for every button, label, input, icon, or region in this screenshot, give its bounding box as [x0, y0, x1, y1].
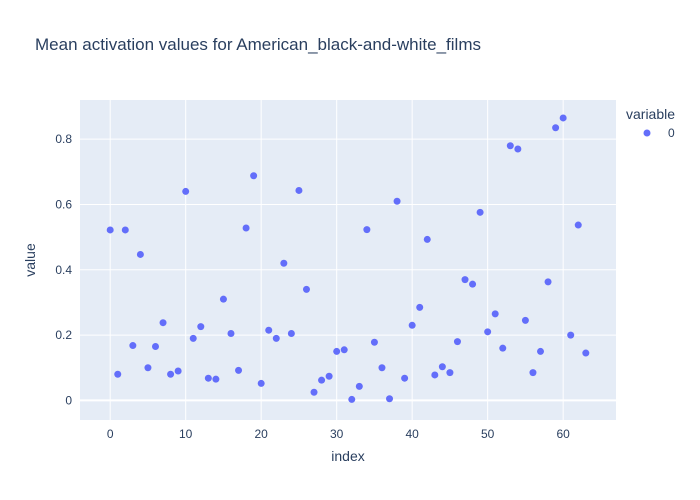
- data-point[interactable]: [257, 379, 265, 387]
- data-point[interactable]: [416, 303, 424, 311]
- data-point[interactable]: [136, 250, 144, 258]
- plot-area: [80, 100, 616, 420]
- data-point[interactable]: [302, 285, 310, 293]
- legend-title: variable: [626, 106, 675, 122]
- x-tick-label: 10: [179, 427, 193, 441]
- data-point[interactable]: [280, 259, 288, 267]
- x-tick-labels: 0 10 20 30 40 50 60: [107, 427, 570, 441]
- data-point[interactable]: [438, 363, 446, 371]
- data-point[interactable]: [370, 338, 378, 346]
- data-point[interactable]: [114, 370, 122, 378]
- x-tick-label: 20: [255, 427, 269, 441]
- data-point[interactable]: [378, 364, 386, 372]
- legend-marker: [643, 129, 651, 137]
- data-point[interactable]: [484, 328, 492, 336]
- x-tick-label: 30: [330, 427, 344, 441]
- y-tick-label: 0: [65, 393, 72, 407]
- x-tick-label: 50: [481, 427, 495, 441]
- data-point[interactable]: [355, 382, 363, 390]
- data-point[interactable]: [582, 349, 590, 357]
- data-point[interactable]: [461, 276, 469, 284]
- data-point[interactable]: [250, 172, 258, 180]
- data-point[interactable]: [106, 226, 114, 234]
- data-point[interactable]: [393, 197, 401, 205]
- data-point[interactable]: [431, 371, 439, 379]
- data-point[interactable]: [182, 187, 190, 195]
- y-tick-label: 0.6: [55, 197, 72, 211]
- data-point[interactable]: [491, 310, 499, 318]
- data-point[interactable]: [235, 366, 243, 374]
- data-point[interactable]: [552, 124, 560, 132]
- data-point[interactable]: [295, 186, 303, 194]
- data-points: [106, 114, 590, 403]
- data-point[interactable]: [559, 114, 567, 122]
- y-tick-label: 0.4: [55, 263, 72, 277]
- legend-item-label[interactable]: 0: [668, 126, 675, 140]
- data-point[interactable]: [287, 329, 295, 337]
- data-point[interactable]: [204, 374, 212, 382]
- data-point[interactable]: [529, 369, 537, 377]
- data-point[interactable]: [423, 235, 431, 243]
- data-point[interactable]: [446, 369, 454, 377]
- x-axis-title: index: [331, 448, 364, 464]
- x-tick-label: 40: [405, 427, 419, 441]
- y-tick-label: 0.2: [55, 328, 72, 342]
- gridlines: [80, 100, 616, 420]
- data-point[interactable]: [348, 395, 356, 403]
- data-point[interactable]: [167, 370, 175, 378]
- data-point[interactable]: [272, 334, 280, 342]
- data-point[interactable]: [310, 388, 318, 396]
- data-point[interactable]: [363, 226, 371, 234]
- data-point[interactable]: [401, 374, 409, 382]
- data-point[interactable]: [129, 342, 137, 350]
- data-point[interactable]: [453, 338, 461, 346]
- x-tick-label: 60: [556, 427, 570, 441]
- data-point[interactable]: [189, 334, 197, 342]
- y-tick-label: 0.8: [55, 132, 72, 146]
- data-point[interactable]: [265, 326, 273, 334]
- chart-title: Mean activation values for American_blac…: [35, 35, 481, 54]
- data-point[interactable]: [219, 295, 227, 303]
- x-tick-label: 0: [107, 427, 114, 441]
- data-point[interactable]: [469, 280, 477, 288]
- data-point[interactable]: [340, 346, 348, 354]
- data-point[interactable]: [386, 395, 394, 403]
- data-point[interactable]: [174, 367, 182, 375]
- data-point[interactable]: [476, 208, 484, 216]
- data-point[interactable]: [506, 142, 514, 150]
- y-axis-title: value: [22, 243, 38, 277]
- data-point[interactable]: [333, 347, 341, 355]
- data-point[interactable]: [212, 375, 220, 383]
- data-point[interactable]: [121, 226, 129, 234]
- data-point[interactable]: [499, 344, 507, 352]
- data-point[interactable]: [537, 347, 545, 355]
- data-point[interactable]: [514, 145, 522, 153]
- data-point[interactable]: [227, 329, 235, 337]
- data-point[interactable]: [325, 372, 333, 380]
- data-point[interactable]: [242, 224, 250, 232]
- data-point[interactable]: [159, 319, 167, 327]
- legend: variable 0: [626, 106, 675, 140]
- data-point[interactable]: [544, 278, 552, 286]
- data-point[interactable]: [197, 323, 205, 331]
- y-tick-labels: 0 0.2 0.4 0.6 0.8: [55, 132, 72, 407]
- data-point[interactable]: [408, 321, 416, 329]
- data-point[interactable]: [318, 376, 326, 384]
- data-point[interactable]: [144, 364, 152, 372]
- data-point[interactable]: [151, 343, 159, 351]
- data-point[interactable]: [521, 316, 529, 324]
- data-point[interactable]: [574, 221, 582, 229]
- data-point[interactable]: [567, 331, 575, 339]
